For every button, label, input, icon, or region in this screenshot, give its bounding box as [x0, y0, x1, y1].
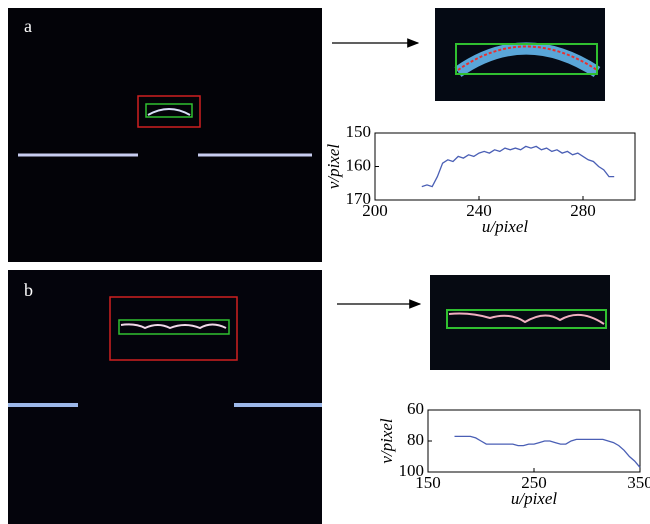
data-line	[421, 145, 615, 188]
y-tick-label: 100	[399, 461, 425, 480]
photo	[8, 8, 322, 262]
x-tick-label: 280	[570, 201, 596, 220]
laser-arc	[147, 108, 191, 116]
x-tick-label: 250	[521, 473, 547, 492]
y-tick-label: 60	[407, 399, 424, 418]
roi-box	[145, 103, 193, 118]
x-tick-label: 200	[362, 201, 388, 220]
roi-box	[446, 309, 607, 329]
x-axis-label: u/pixel	[482, 217, 529, 236]
laser-arc	[120, 323, 227, 330]
laser-arc	[448, 312, 605, 325]
x-tick-label: 150	[415, 473, 441, 492]
photo	[8, 270, 322, 524]
y-tick-label: 150	[346, 122, 372, 141]
roi-box	[109, 296, 238, 361]
laser-arc	[454, 42, 601, 78]
data-line	[454, 435, 641, 468]
roi-box	[455, 43, 598, 75]
roi-box	[137, 95, 201, 128]
zoom-photo	[430, 275, 610, 370]
roi-box	[118, 319, 230, 335]
y-axis-label: v/pixel	[324, 144, 343, 190]
y-axis-label: v/pixel	[377, 418, 396, 464]
x-tick-label: 240	[466, 201, 492, 220]
panel-label: a	[24, 16, 32, 36]
panel-label: b	[24, 280, 33, 300]
plot-frame	[374, 132, 636, 201]
y-tick-label: 170	[346, 189, 372, 208]
x-axis-label: u/pixel	[511, 489, 558, 508]
y-tick-label: 160	[346, 155, 372, 174]
y-tick-label: 80	[407, 430, 424, 449]
x-tick-label: 350	[627, 473, 650, 492]
